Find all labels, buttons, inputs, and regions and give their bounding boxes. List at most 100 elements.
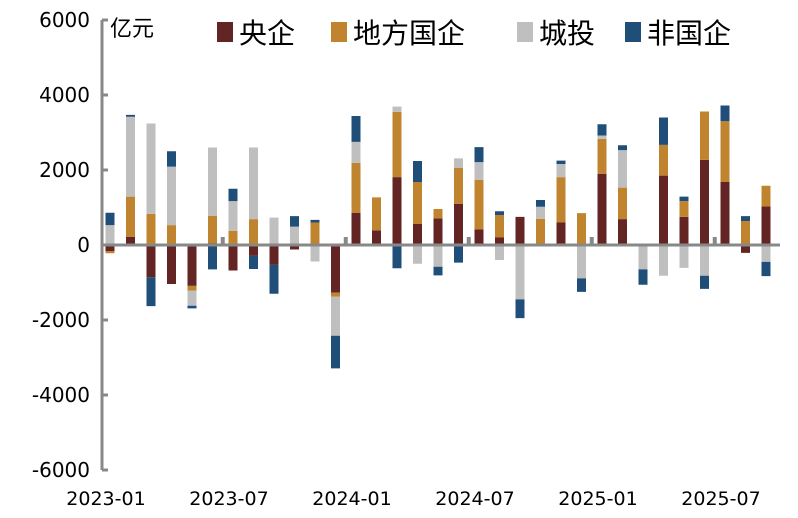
bar-segment-2023-06-非国企 xyxy=(208,245,217,270)
bar-segment-2025-08-央企 xyxy=(741,245,750,253)
bar-segment-2023-05-非国企 xyxy=(187,305,197,309)
bar-segment-2025-05-地方国企 xyxy=(679,201,689,217)
bar-segment-2023-02-央企 xyxy=(126,236,135,245)
bar-segment-2023-05-央企 xyxy=(187,245,197,286)
bar-segment-2023-07-央企 xyxy=(228,245,238,271)
bar-segment-2023-02-地方国企 xyxy=(126,196,135,237)
legend-swatch-1 xyxy=(331,22,347,42)
bar-segment-2023-10-非国企 xyxy=(290,216,299,227)
bar-segment-2024-08-非国企 xyxy=(495,211,504,215)
bar-segment-2024-05-非国企 xyxy=(433,266,443,276)
bar-segment-2023-06-地方国企 xyxy=(208,215,217,244)
bar-segment-2025-03-城投 xyxy=(638,245,648,270)
bar-segment-2024-10-非国企 xyxy=(536,200,545,207)
bar-segment-2025-08-非国企 xyxy=(741,216,750,221)
bar-segment-2024-04-非国企 xyxy=(413,161,422,182)
bar-segment-2023-09-央企 xyxy=(269,245,279,265)
bar-segment-2025-02-央企 xyxy=(618,219,627,245)
bar-segment-2025-04-城投 xyxy=(659,245,668,276)
bar-segment-2023-04-地方国企 xyxy=(167,225,176,245)
bar-segment-2023-10-央企 xyxy=(290,245,299,250)
bar-segment-2023-02-非国企 xyxy=(126,114,135,117)
x-tick-label: 2023-07 xyxy=(189,488,268,510)
bar-segment-2024-06-非国企 xyxy=(454,245,463,263)
legend-swatch-3 xyxy=(625,22,641,42)
bar-segment-2023-02-城投 xyxy=(126,116,135,197)
bar-segment-2024-03-地方国企 xyxy=(392,111,402,178)
bar-segment-2023-03-地方国企 xyxy=(146,213,156,245)
bars xyxy=(105,105,771,369)
bar-segment-2023-06-城投 xyxy=(208,147,217,216)
bar-segment-2023-04-央企 xyxy=(167,245,176,284)
bar-segment-2023-05-地方国企 xyxy=(187,285,197,291)
bar-segment-2024-09-非国企 xyxy=(515,299,525,319)
bar-segment-2025-09-央企 xyxy=(761,206,771,245)
bar-segment-2024-12-城投 xyxy=(577,245,586,279)
legend-swatch-2 xyxy=(517,22,533,42)
bar-segment-2025-05-非国企 xyxy=(679,196,689,202)
bar-segment-2023-11-地方国企 xyxy=(310,222,320,245)
bar-segment-2024-01-地方国企 xyxy=(351,162,361,213)
bar-segment-2025-02-非国企 xyxy=(618,145,627,151)
y-tick-label: -2000 xyxy=(32,308,90,332)
bar-segment-2024-09-央企 xyxy=(515,216,525,245)
bar-segment-2025-02-城投 xyxy=(618,150,627,188)
bar-segment-2024-05-地方国企 xyxy=(433,209,443,219)
y-tick-label: 4000 xyxy=(39,83,90,107)
bar-segment-2024-09-城投 xyxy=(515,245,525,300)
bar-segment-2024-02-地方国企 xyxy=(372,197,381,231)
bar-segment-2023-01-非国企 xyxy=(105,212,115,226)
y-tick-label: 2000 xyxy=(39,158,90,182)
bar-segment-2024-03-央企 xyxy=(392,177,402,245)
bar-segment-2025-06-非国企 xyxy=(700,275,709,289)
bar-segment-2023-08-央企 xyxy=(249,245,258,256)
bar-segment-2025-06-城投 xyxy=(700,245,709,276)
y-tick-label: 6000 xyxy=(39,8,90,32)
bar-segment-2023-09-非国企 xyxy=(269,264,279,294)
bar-segment-2024-06-央企 xyxy=(454,203,463,245)
bar-segment-2023-10-城投 xyxy=(290,226,299,244)
bar-segment-2024-05-城投 xyxy=(433,245,443,267)
bar-segment-2025-01-央企 xyxy=(597,173,607,245)
bar-segment-2024-06-城投 xyxy=(454,158,463,168)
bar-segment-2025-04-地方国企 xyxy=(659,144,668,176)
bar-segment-2025-07-非国企 xyxy=(720,105,730,122)
bar-segment-2023-04-非国企 xyxy=(167,151,176,167)
bar-segment-2025-05-城投 xyxy=(679,245,689,268)
bar-segment-2024-11-城投 xyxy=(556,164,566,178)
unit-label: 亿元 xyxy=(110,17,154,42)
x-axis: 2023-01 2023-07 2024-01 2024-07 2025-01 2025-… xyxy=(66,237,761,510)
bar-segment-2023-07-地方国企 xyxy=(228,230,238,245)
bar-segment-2024-08-地方国企 xyxy=(495,215,504,238)
bar-segment-2024-07-地方国企 xyxy=(474,179,484,230)
bar-segment-2024-04-地方国企 xyxy=(413,182,422,224)
bar-segment-2023-11-城投 xyxy=(310,245,320,262)
bar-segment-2024-06-地方国企 xyxy=(454,167,463,204)
x-tick-label: 2024-07 xyxy=(435,488,514,510)
bar-segment-2025-09-地方国企 xyxy=(761,185,771,207)
bar-segment-2024-11-央企 xyxy=(556,222,566,245)
bar-segment-2024-11-地方国企 xyxy=(556,177,566,223)
y-tick-label: -4000 xyxy=(32,383,90,407)
bar-segment-2024-04-城投 xyxy=(413,245,422,264)
bar-segment-2025-09-城投 xyxy=(761,245,771,262)
bar-segment-2023-03-央企 xyxy=(146,245,156,278)
bar-segment-2024-03-非国企 xyxy=(392,245,402,269)
bar-segment-2025-09-非国企 xyxy=(761,261,771,277)
bar-segment-2024-10-地方国企 xyxy=(536,218,545,245)
bar-segment-2025-02-地方国企 xyxy=(618,187,627,220)
y-tick-label: -6000 xyxy=(32,458,90,482)
legend-label-2: 城投 xyxy=(539,17,595,50)
x-tick-label: 2024-01 xyxy=(312,488,391,510)
bar-segment-2024-08-城投 xyxy=(495,245,504,260)
bar-segment-2023-03-非国企 xyxy=(146,277,156,307)
bar-segment-2023-05-城投 xyxy=(187,290,197,306)
bar-segment-2024-07-央企 xyxy=(474,229,484,245)
y-axis: 6000 4000 2000 0 -2000 -4000 -6000 xyxy=(32,8,108,482)
bar-segment-2023-11-非国企 xyxy=(310,219,320,223)
bar-segment-2024-03-城投 xyxy=(392,106,402,112)
bar-segment-2023-09-城投 xyxy=(269,217,279,245)
bar-segment-2023-12-城投 xyxy=(331,296,340,336)
bar-segment-2023-12-地方国企 xyxy=(331,292,340,297)
